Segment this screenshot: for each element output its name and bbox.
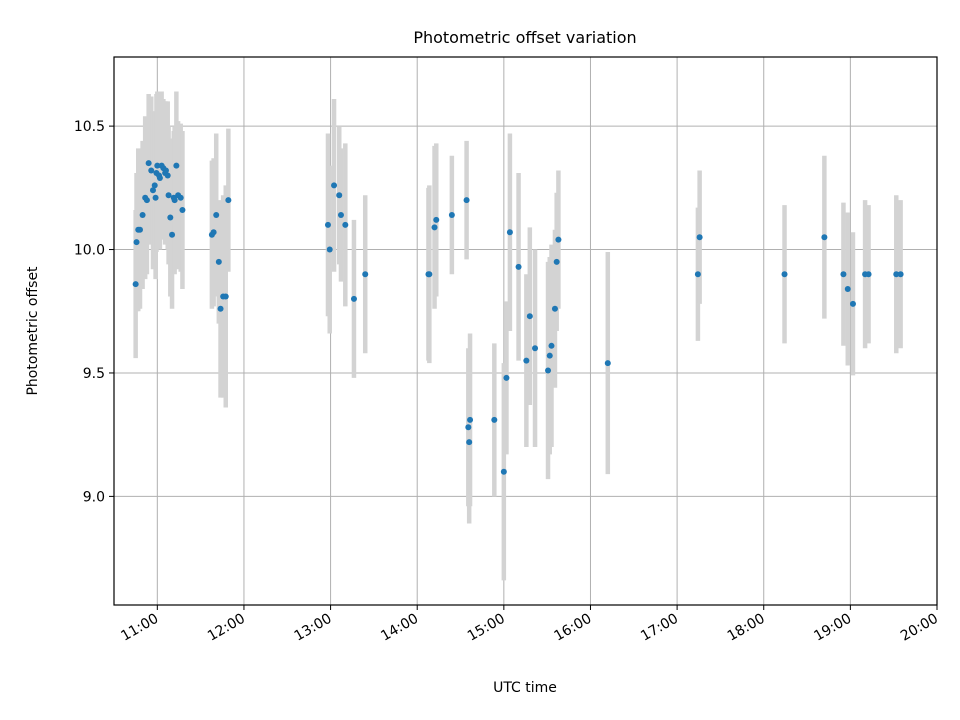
data-point [342,221,349,228]
data-point [448,211,455,218]
data-point [167,214,174,221]
data-point [336,192,343,199]
y-tick-label: 9.5 [83,366,105,382]
data-point [177,194,184,201]
data-point [331,182,338,189]
data-point [171,197,178,204]
data-point [897,271,904,278]
data-point [222,293,229,300]
data-point [545,367,552,374]
y-axis-label: Photometric offset [25,266,41,396]
data-point [362,271,369,278]
data-point [546,352,553,359]
data-point [326,246,333,253]
data-point [431,224,438,231]
data-point [433,216,440,223]
data-point [143,197,150,204]
data-points [132,160,904,475]
data-point [865,271,872,278]
data-point [551,305,558,312]
data-point [555,236,562,243]
data-point [133,239,140,246]
data-point [136,226,143,233]
data-point [463,197,470,204]
data-point [604,360,611,367]
data-point [503,374,510,381]
data-point [523,357,530,364]
data-point [548,342,555,349]
data-point [324,221,331,228]
data-point [840,271,847,278]
data-point [213,211,220,218]
data-point [215,258,222,265]
data-point [893,271,900,278]
data-point [162,167,169,174]
data-point [553,258,560,265]
data-point [154,162,161,169]
data-point [173,162,180,169]
data-point [821,234,828,241]
data-point [849,300,856,307]
data-point [156,174,163,181]
grid [114,57,938,605]
data-point [145,160,152,167]
data-point [781,271,788,278]
data-point [225,197,232,204]
data-point [179,207,186,214]
plot-frame [113,56,938,606]
data-point [149,187,156,194]
data-point [210,229,217,236]
y-axis: 9.0 9.5 10.0 10.5 [74,119,114,505]
data-point [148,167,155,174]
data-point [169,231,176,238]
data-point [139,211,146,218]
y-tick-label: 10.0 [74,243,105,259]
data-point [466,439,473,446]
data-point [350,295,357,302]
data-point [165,192,172,199]
data-point [467,416,474,423]
data-point [151,182,158,189]
data-point [844,286,851,293]
data-point [337,211,344,218]
data-point [526,313,533,320]
data-point [506,229,513,236]
data-point [532,345,539,352]
data-point [465,424,472,431]
data-point [426,271,433,278]
data-point [500,468,507,475]
x-axis-label: UTC time [493,680,557,696]
chart-title: Photometric offset variation [413,28,636,47]
data-point [694,271,701,278]
data-point [152,194,159,201]
data-point [217,305,224,312]
data-point [164,172,171,179]
data-point [491,416,498,423]
y-tick-label: 10.5 [74,119,105,135]
data-point [515,263,522,270]
y-tick-label: 9.0 [83,489,105,505]
data-point [132,281,139,288]
data-point [696,234,703,241]
